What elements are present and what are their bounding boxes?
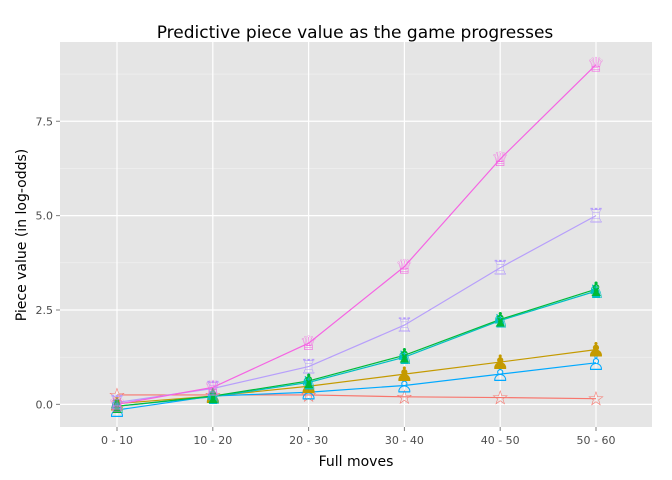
- series-line-rook: [116, 215, 597, 404]
- data-point-rook: ♖: [491, 256, 509, 280]
- data-point-pawn: ♟: [491, 350, 509, 374]
- y-tick-label: 0.0: [36, 398, 54, 411]
- data-point-bishop: ♝: [395, 343, 413, 367]
- data-point-queen: ♕: [300, 331, 318, 355]
- data-point-pawn-outline: ♙: [491, 362, 509, 386]
- x-axis-title: Full moves: [319, 454, 394, 470]
- data-point-bishop: ♝: [204, 384, 222, 408]
- data-point-king: ☆: [587, 387, 605, 411]
- data-point-queen: ♕: [204, 375, 222, 399]
- data-point-king: ☆: [491, 386, 509, 410]
- data-point-rook: ♖: [108, 390, 126, 414]
- data-point-pawn: ♟: [587, 338, 605, 362]
- data-point-pawn: ♟: [395, 362, 413, 386]
- data-point-knight: ♞: [108, 394, 126, 418]
- data-point-pawn: ♟: [204, 384, 222, 408]
- y-axis-title: Piece value (in log-odds): [14, 149, 30, 322]
- data-point-rook: ♖: [395, 313, 413, 337]
- data-point-king: ☆: [395, 385, 413, 409]
- y-tick-label: 7.5: [36, 115, 54, 128]
- data-point-bishop: ♝: [108, 394, 126, 418]
- x-tick-label: 40 - 50: [481, 434, 520, 447]
- data-point-knight: ♞: [300, 370, 318, 394]
- data-point-knight: ♞: [491, 309, 509, 333]
- data-point-queen: ♕: [587, 53, 605, 77]
- data-point-rook: ♖: [204, 377, 222, 401]
- series-line-knight: [116, 290, 597, 407]
- data-point-bishop: ♝: [587, 277, 605, 301]
- plot-panel: [60, 42, 652, 427]
- data-point-knight: ♞: [395, 345, 413, 369]
- data-point-queen: ♕: [395, 255, 413, 279]
- data-point-queen: ♕: [108, 392, 126, 416]
- series-line-king: [117, 394, 597, 400]
- data-point-pawn-outline: ♙: [108, 398, 126, 422]
- data-point-pawn: ♟: [300, 374, 318, 398]
- data-point-bishop: ♝: [491, 307, 509, 331]
- data-point-king: ☆: [300, 383, 318, 407]
- series-layer: ☆ ☆ ☆ ☆ ☆ ☆♙♙ ♙ ♙ ♙ ♙♟ ♟ ♟♟♟♟♞ ♞♞♞♞♞♝ ♝♝♝♝♝♖♖♖♖♖♖♕♕♕♕…: [108, 53, 605, 422]
- series-line-bishop: [116, 288, 597, 407]
- data-point-queen: ♕: [491, 147, 509, 171]
- x-tick-label: 50 - 60: [577, 434, 616, 447]
- data-point-pawn-outline: ♙: [395, 373, 413, 397]
- data-point-king: ☆: [108, 383, 126, 407]
- chart-title: Predictive piece value as the game progr…: [157, 23, 554, 43]
- x-tick-label: 0 - 10: [101, 434, 133, 447]
- y-tick-label: 2.5: [36, 304, 54, 317]
- data-point-knight: ♞: [204, 385, 222, 409]
- x-tick-label: 10 - 20: [193, 434, 232, 447]
- data-point-pawn: ♟: [108, 392, 126, 416]
- y-axis: 0.0 2.5 5.0 7.5: [36, 115, 60, 411]
- data-point-pawn-outline: ♙: [587, 351, 605, 375]
- data-point-bishop: ♝: [300, 369, 318, 393]
- data-point-king: ☆: [204, 383, 222, 407]
- y-tick-label: 5.0: [36, 210, 54, 223]
- data-point-rook: ♖: [300, 355, 318, 379]
- x-tick-label: 20 - 30: [289, 434, 328, 447]
- data-point-pawn-outline: ♙: [300, 380, 318, 404]
- x-tick-label: 30 - 40: [385, 434, 424, 447]
- x-axis: 0 - 10 10 - 20 20 - 30 30 - 40 40 - 50 50 - 6…: [101, 427, 615, 447]
- data-point-knight: ♞: [587, 279, 605, 303]
- data-point-rook: ♖: [587, 204, 605, 228]
- data-point-pawn-outline: ♙: [204, 384, 222, 408]
- series-line-queen: [116, 64, 597, 405]
